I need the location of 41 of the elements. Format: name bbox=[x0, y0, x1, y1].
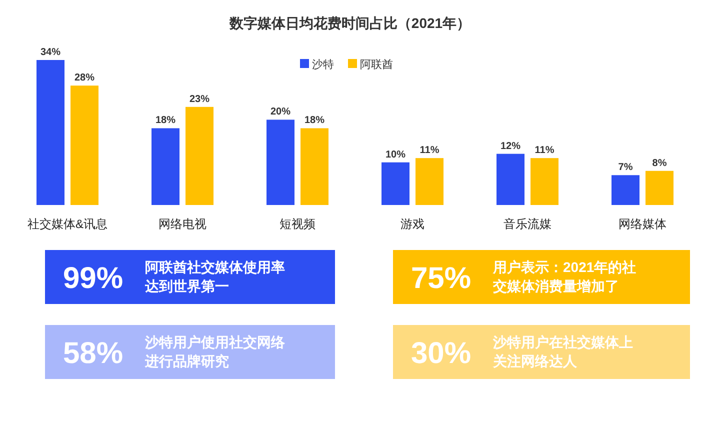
x-tick-label: 网络电视 bbox=[158, 217, 206, 231]
legend-label: 沙特 bbox=[312, 58, 334, 71]
text: 沙特用户在社交媒体上关注网络达人 bbox=[492, 334, 633, 369]
data-label: 28% bbox=[74, 72, 95, 84]
data-label: 18% bbox=[155, 115, 176, 126]
bar bbox=[612, 175, 640, 205]
bar bbox=[300, 128, 328, 205]
data-label: 10% bbox=[385, 149, 406, 160]
text: 30% bbox=[411, 337, 472, 370]
bar bbox=[186, 106, 214, 205]
data-label: 18% bbox=[304, 115, 325, 126]
bar bbox=[36, 60, 64, 205]
text: 58% bbox=[63, 337, 124, 370]
x-tick-label: 音乐流媒 bbox=[504, 217, 552, 231]
x-tick-label: 社交媒体&讯息 bbox=[27, 217, 108, 231]
bar bbox=[382, 162, 410, 205]
text: 阿联酋社交媒体使用率达到世界第一 bbox=[144, 259, 285, 294]
bar bbox=[70, 86, 98, 205]
x-tick-label: 网络媒体 bbox=[618, 217, 666, 231]
bar bbox=[646, 170, 674, 205]
data-label: 12% bbox=[500, 140, 521, 152]
x-tick-label: 游戏 bbox=[400, 217, 424, 231]
data-label: 8% bbox=[652, 158, 667, 169]
data-label: 23% bbox=[189, 94, 210, 105]
data-label: 20% bbox=[270, 106, 291, 118]
bar bbox=[152, 128, 180, 205]
bar bbox=[530, 158, 558, 205]
text: 沙特用户使用社交网络进行品牌研究 bbox=[144, 334, 286, 369]
bar bbox=[416, 158, 444, 205]
x-tick-label: 短视频 bbox=[280, 217, 316, 231]
data-label: 7% bbox=[618, 162, 633, 174]
bar bbox=[266, 120, 294, 205]
text: 99% bbox=[63, 262, 124, 295]
chart-title: 数字媒体日均花费时间占比（2021年） bbox=[228, 15, 471, 31]
data-label: 11% bbox=[534, 145, 554, 156]
data-label: 11% bbox=[420, 145, 440, 156]
bar bbox=[496, 154, 524, 205]
text: 75% bbox=[411, 262, 472, 295]
text: 用户表示：2021年的社交媒体消费量增加了 bbox=[492, 259, 636, 294]
data-label: 34% bbox=[40, 47, 61, 58]
legend-label: 阿联酋 bbox=[360, 59, 393, 71]
